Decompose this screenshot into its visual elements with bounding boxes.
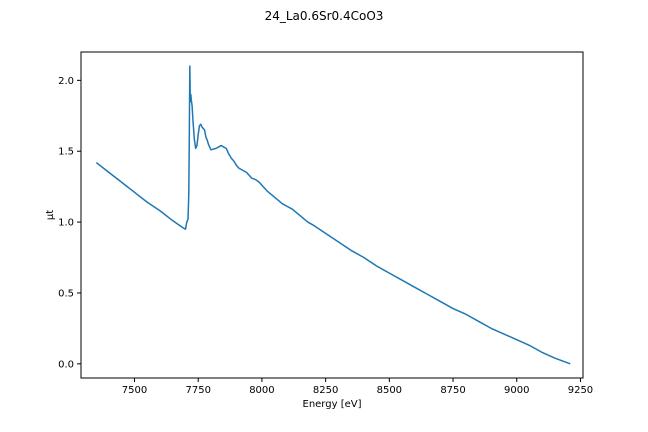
y-tick-label: 0.0 (58, 359, 74, 370)
y-tick-label: 1.0 (58, 218, 74, 229)
x-tick-label: 8500 (377, 385, 402, 396)
y-tick-label: 1.5 (58, 147, 74, 158)
x-tick-label: 8750 (440, 385, 465, 396)
chart-title: 24_La0.6Sr0.4CoO3 (265, 9, 384, 23)
x-tick-label: 8250 (313, 385, 338, 396)
plot-frame (80, 51, 584, 379)
x-axis: 7500 7750 8000 8250 8500 8750 9000 9250 (122, 378, 593, 396)
x-tick-label: 9250 (568, 385, 593, 396)
x-tick-label: 9000 (504, 385, 529, 396)
y-tick-label: 0.5 (58, 288, 74, 299)
plot-area (95, 65, 571, 365)
y-axis-label: μt (45, 210, 56, 220)
x-axis-label: Energy [eV] (303, 399, 362, 410)
y-axis: 0.0 0.5 1.0 1.5 2.0 (58, 76, 81, 370)
y-tick-label: 2.0 (58, 76, 74, 87)
x-tick-label: 7750 (185, 385, 210, 396)
series-line (95, 65, 571, 365)
x-tick-label: 7500 (122, 385, 147, 396)
x-tick-label: 8000 (249, 385, 274, 396)
